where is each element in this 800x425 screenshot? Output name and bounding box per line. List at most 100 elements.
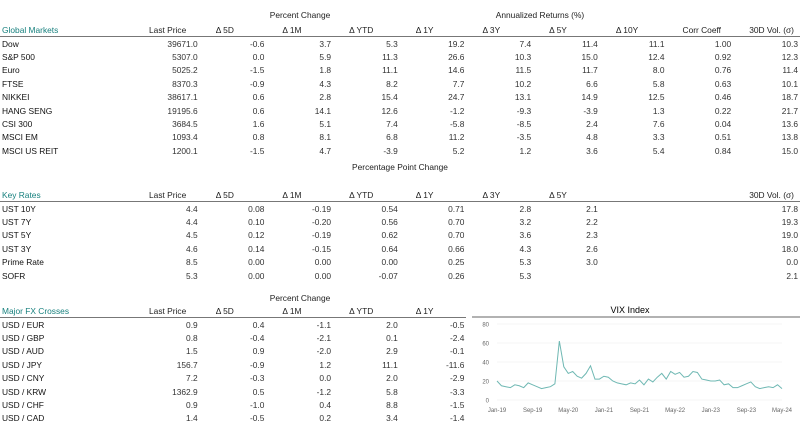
cell: 18.0: [781, 243, 798, 254]
cell: 0.22: [714, 105, 732, 116]
cell: -0.19: [311, 230, 332, 241]
cell: 13.1: [514, 92, 532, 103]
cell: 0.14: [248, 243, 265, 254]
table-row: USD / GBP 0.8 -0.4 -2.1 0.1 -2.4: [0, 331, 466, 344]
row-label: CSI 300: [2, 119, 33, 130]
cell: [667, 256, 734, 269]
column-header: Δ YTD: [333, 22, 400, 37]
table-row: UST 10Y 4.4 0.08 -0.19 0.54 0.71 2.8 2.1 17.8: [0, 202, 800, 216]
cell: 11.1: [382, 65, 398, 76]
cell: 4.4: [186, 203, 198, 214]
cell: -11.6: [445, 359, 465, 370]
cell: 19.2: [448, 38, 465, 49]
cell: -1.5: [249, 145, 265, 156]
cell: 19.0: [781, 230, 798, 241]
cell: 11.5: [515, 65, 532, 76]
cell: 0.04: [714, 119, 732, 130]
cell: 7.4: [519, 38, 532, 49]
cell: 3.4: [386, 413, 398, 424]
percent-change-group-label: Percent Change: [269, 10, 331, 20]
row-label: NIKKEI: [2, 92, 30, 103]
cell: 11.1: [382, 359, 398, 370]
cell: [600, 242, 667, 255]
cell: 0.64: [381, 243, 398, 254]
cell: -0.1: [450, 346, 465, 357]
x-tick-label: May-24: [772, 408, 793, 414]
cell: 0.9: [186, 400, 198, 411]
row-label: Dow: [2, 38, 19, 49]
cell: 5025.2: [172, 65, 198, 76]
cell: 0.2: [319, 413, 332, 424]
global-markets-table: Global Markets Last Price Δ 5D Δ 1M Δ YTD Δ 1…: [0, 22, 800, 158]
cell: [600, 256, 667, 269]
cell: 4.3: [319, 78, 332, 89]
y-tick-label: 20: [482, 380, 489, 386]
cell: 0.51: [714, 132, 732, 143]
y-tick-label: 0: [486, 399, 490, 405]
column-header: [666, 187, 734, 202]
column-header: Δ 5D: [199, 303, 267, 318]
cell: 0.54: [381, 203, 398, 214]
cell: 7.2: [186, 373, 198, 384]
row-label: UST 5Y: [2, 230, 32, 241]
cell: 6.6: [586, 78, 598, 89]
column-header: Last Price: [133, 22, 200, 37]
cell: -0.4: [249, 333, 265, 344]
table-row: Euro 5025.2 -1.5 1.8 11.1 14.6 11.5 11.7 8.0 0.76…: [0, 64, 800, 77]
column-header: Corr Coeff: [666, 22, 734, 37]
table-row: NIKKEI 38617.1 0.6 2.8 15.4 24.7 13.1 14.9 12.5 0…: [0, 91, 800, 104]
row-label: HANG SENG: [2, 105, 53, 116]
cell: 2.4: [586, 119, 598, 130]
row-label: UST 10Y: [2, 203, 36, 214]
column-header: Δ 5D: [199, 187, 267, 202]
row-label: Prime Rate: [2, 257, 44, 268]
cell: -0.20: [311, 217, 332, 228]
x-tick-label: Sep-23: [737, 408, 757, 414]
cell: [600, 229, 667, 242]
cell: -0.07: [378, 270, 398, 281]
cell: 5.2: [452, 145, 465, 156]
cell: 11.4: [582, 38, 598, 49]
cell: 0.92: [714, 52, 732, 63]
cell: 2.2: [586, 217, 598, 228]
row-label: UST 7Y: [2, 217, 32, 228]
cell: 0.00: [248, 270, 265, 281]
cell: 4.8: [586, 132, 598, 143]
cell: 14.6: [448, 65, 465, 76]
cell: 8.5: [186, 257, 198, 268]
x-tick-label: Jan-19: [488, 408, 507, 414]
column-header: Last Price: [133, 187, 200, 202]
row-label: SOFR: [2, 270, 26, 281]
cell: 3.0: [586, 257, 598, 268]
cell: 0.00: [314, 270, 332, 281]
cell: 0.8: [252, 132, 265, 143]
table-row: SOFR 5.3 0.00 0.00 -0.07 0.26 5.3 2.1: [0, 269, 800, 282]
x-tick-label: May-22: [665, 408, 686, 414]
cell: -1.5: [249, 65, 265, 76]
cell: 5.3: [519, 270, 532, 281]
cell: -1.2: [316, 386, 332, 397]
cell: 156.7: [176, 359, 198, 370]
cell: -2.4: [450, 333, 465, 344]
cell: 8.0: [652, 65, 665, 76]
cell: 0.70: [448, 230, 465, 241]
cell: 39671.0: [167, 38, 198, 49]
fx-table: Major FX Crosses Last Price Δ 5D Δ 1M Δ YTD Δ…: [0, 303, 467, 425]
row-label: MSCI EM: [2, 132, 38, 143]
cell: 4.7: [319, 145, 332, 156]
column-header: 30D Vol. (σ): [733, 22, 800, 37]
cell: 0.62: [381, 230, 398, 241]
cell: -1.0: [249, 400, 265, 411]
cell: 4.5: [186, 230, 198, 241]
row-label: Euro: [2, 65, 20, 76]
cell: 13.8: [781, 132, 798, 143]
cell: 1.00: [714, 38, 732, 49]
cell: 15.0: [581, 52, 598, 63]
x-tick-label: Jan-21: [595, 408, 614, 414]
cell: 2.9: [386, 346, 398, 357]
cell: -0.6: [249, 38, 265, 49]
fx-percent-change-group-label: Percent Change: [269, 293, 331, 303]
cell: 11.4: [782, 65, 798, 76]
row-label: S&P 500: [2, 52, 35, 63]
cell: 11.2: [448, 132, 465, 143]
